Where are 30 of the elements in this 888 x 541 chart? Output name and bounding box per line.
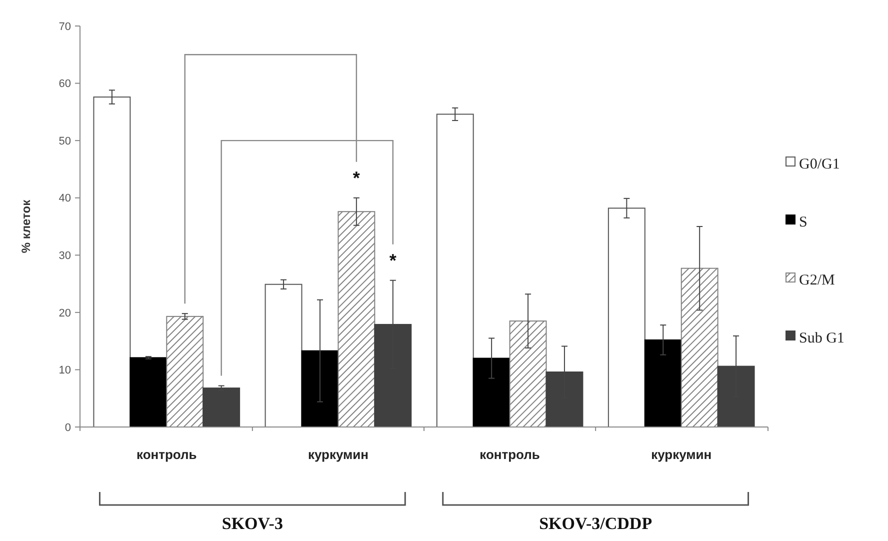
y-tick-label: 10 bbox=[58, 364, 71, 377]
y-tick-label: 20 bbox=[58, 307, 71, 320]
text: SKOV-3/CDDP bbox=[539, 514, 652, 533]
legend-label: G2/M bbox=[799, 272, 835, 288]
text: SKOV-3 bbox=[222, 514, 283, 533]
y-tick-label: 30 bbox=[58, 250, 71, 262]
annotation: * bbox=[352, 168, 360, 188]
bar bbox=[93, 96, 131, 428]
legend-label: S bbox=[799, 214, 808, 230]
y-axis-title: % клеток bbox=[19, 198, 33, 254]
y-tick-label: 70 bbox=[58, 20, 71, 33]
y-tick-label: 0 bbox=[64, 422, 71, 434]
x-tick-label: контроль bbox=[136, 447, 197, 462]
y-tick-label: 60 bbox=[58, 78, 71, 90]
y-tick-label: 50 bbox=[58, 135, 71, 148]
bar bbox=[472, 358, 510, 428]
bar bbox=[608, 208, 646, 428]
bar bbox=[264, 284, 302, 428]
bar bbox=[202, 388, 240, 428]
bar bbox=[301, 350, 339, 428]
bar bbox=[644, 339, 682, 428]
x-tick-label: куркумин bbox=[651, 447, 712, 462]
x-tick-label: куркумин bbox=[308, 447, 368, 462]
y-tick-label: 40 bbox=[58, 192, 71, 205]
bar bbox=[130, 357, 168, 428]
x-tick-label: контроль bbox=[480, 447, 540, 462]
annotation: * bbox=[389, 250, 396, 270]
legend-label: Sub G1 bbox=[799, 330, 844, 346]
legend-label: G0/G1 bbox=[799, 156, 840, 172]
bar bbox=[436, 114, 474, 428]
